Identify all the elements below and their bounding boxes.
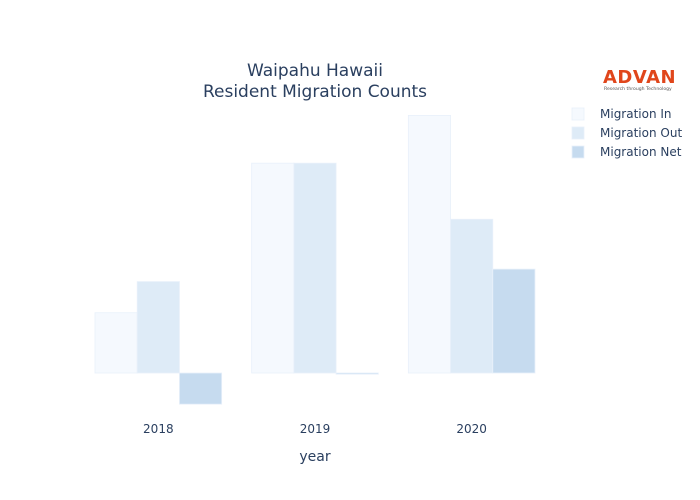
advan-logo: ADVAN Research through Technology xyxy=(603,67,676,92)
logo-wordmark: ADVAN xyxy=(603,67,676,88)
legend[interactable]: Migration In Migration Out Migration Net xyxy=(571,107,682,159)
bar-migration-net-2019[interactable] xyxy=(335,372,379,375)
logo-tagline: Research through Technology xyxy=(604,86,672,92)
legend-label: Migration Out xyxy=(600,126,682,140)
legend-item-migration-out[interactable]: Migration Out xyxy=(571,126,682,140)
legend-label: Migration Net xyxy=(600,145,682,159)
legend-item-migration-in[interactable]: Migration In xyxy=(571,107,672,121)
x-tick-label: 2019 xyxy=(300,422,331,436)
bar-migration-net-2020[interactable] xyxy=(492,268,536,374)
bar-migration-out-2018[interactable] xyxy=(136,281,180,374)
bar-migration-in-2019[interactable] xyxy=(251,162,295,374)
bar-migration-out-2019[interactable] xyxy=(293,162,337,374)
chart-title: Waipahu Hawaii Resident Migration Counts xyxy=(203,61,427,102)
bar-migration-in-2018[interactable] xyxy=(94,312,138,374)
legend-label: Migration In xyxy=(600,107,672,121)
bar-migration-in-2020[interactable] xyxy=(407,114,451,374)
x-tick-label: 2018 xyxy=(143,422,174,436)
legend-swatch xyxy=(571,126,585,140)
plot-area xyxy=(94,114,536,405)
x-tick-label: 2020 xyxy=(456,422,487,436)
legend-item-migration-net[interactable]: Migration Net xyxy=(571,145,682,159)
chart-title-line-2: Resident Migration Counts xyxy=(203,82,427,102)
x-axis-ticks: 2018 2019 2020 xyxy=(143,422,487,436)
legend-swatch xyxy=(571,107,585,121)
chart-title-line-1: Waipahu Hawaii xyxy=(247,61,383,81)
x-axis-title: year xyxy=(299,449,330,465)
legend-swatch xyxy=(571,145,585,159)
bar-migration-out-2020[interactable] xyxy=(450,218,494,374)
bar-migration-net-2018[interactable] xyxy=(179,372,223,405)
